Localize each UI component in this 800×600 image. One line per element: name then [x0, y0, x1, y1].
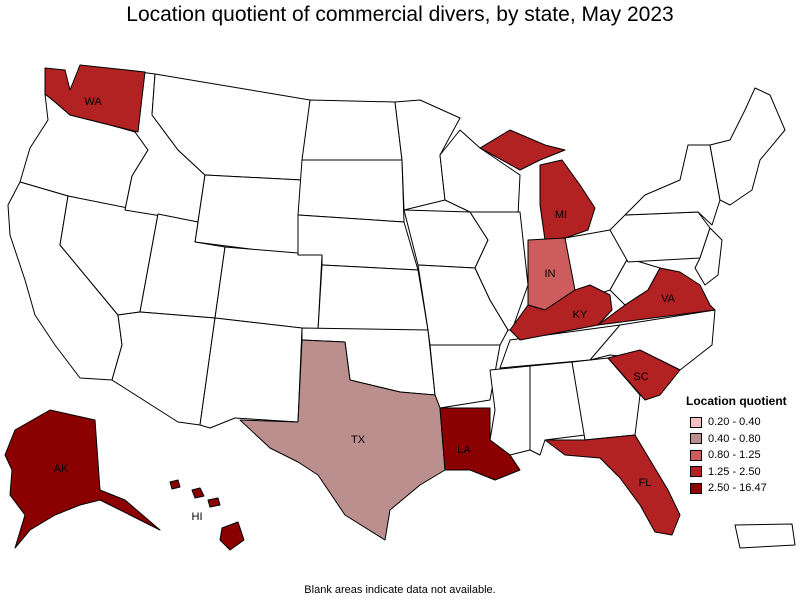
legend-item: 1.25 - 2.50 [686, 464, 796, 481]
legend-swatch [690, 482, 702, 494]
state-mi[interactable] [479, 129, 596, 241]
legend-label: 0.80 - 1.25 [708, 449, 761, 462]
legend-item: 0.20 - 0.40 [686, 414, 796, 431]
state-va[interactable] [597, 267, 716, 326]
state-wa[interactable] [44, 64, 146, 133]
state-ky[interactable] [509, 284, 613, 341]
blank-states [7, 71, 796, 549]
state-ak[interactable] [4, 409, 161, 549]
label-ak: AK [54, 463, 69, 475]
legend-swatch [690, 449, 702, 461]
legend-swatch [690, 416, 702, 428]
legend-item: 0.80 - 1.25 [686, 447, 796, 464]
label-fl: FL [639, 477, 652, 489]
state-sc[interactable] [607, 349, 681, 401]
legend-label: 2.50 - 16.47 [708, 482, 767, 495]
state-fl[interactable] [544, 434, 681, 536]
legend-swatch [690, 466, 702, 478]
label-la: LA [457, 444, 471, 456]
label-wa: WA [84, 96, 102, 108]
label-sc: SC [633, 371, 648, 383]
state-la[interactable] [439, 407, 521, 481]
label-ky: KY [573, 309, 588, 321]
label-tx: TX [351, 434, 366, 446]
legend-swatch [690, 433, 702, 445]
label-va: VA [661, 293, 676, 305]
state-hi[interactable] [169, 479, 245, 551]
legend-label: 0.40 - 0.80 [708, 432, 761, 445]
footnote: Blank areas indicate data not available. [304, 584, 496, 596]
label-hi: HI [192, 511, 203, 523]
legend: Location quotient 0.20 - 0.40 0.40 - 0.8… [686, 394, 796, 497]
legend-item: 2.50 - 16.47 [686, 480, 796, 497]
legend-label: 1.25 - 2.50 [708, 465, 761, 478]
legend-title: Location quotient [686, 394, 787, 408]
legend-item: 0.40 - 0.80 [686, 431, 796, 448]
legend-label: 0.20 - 0.40 [708, 416, 761, 429]
label-mi: MI [555, 209, 567, 221]
label-in: IN [545, 268, 556, 280]
map-title: Location quotient of commercial divers, … [126, 3, 674, 26]
state-tx[interactable] [239, 339, 446, 541]
